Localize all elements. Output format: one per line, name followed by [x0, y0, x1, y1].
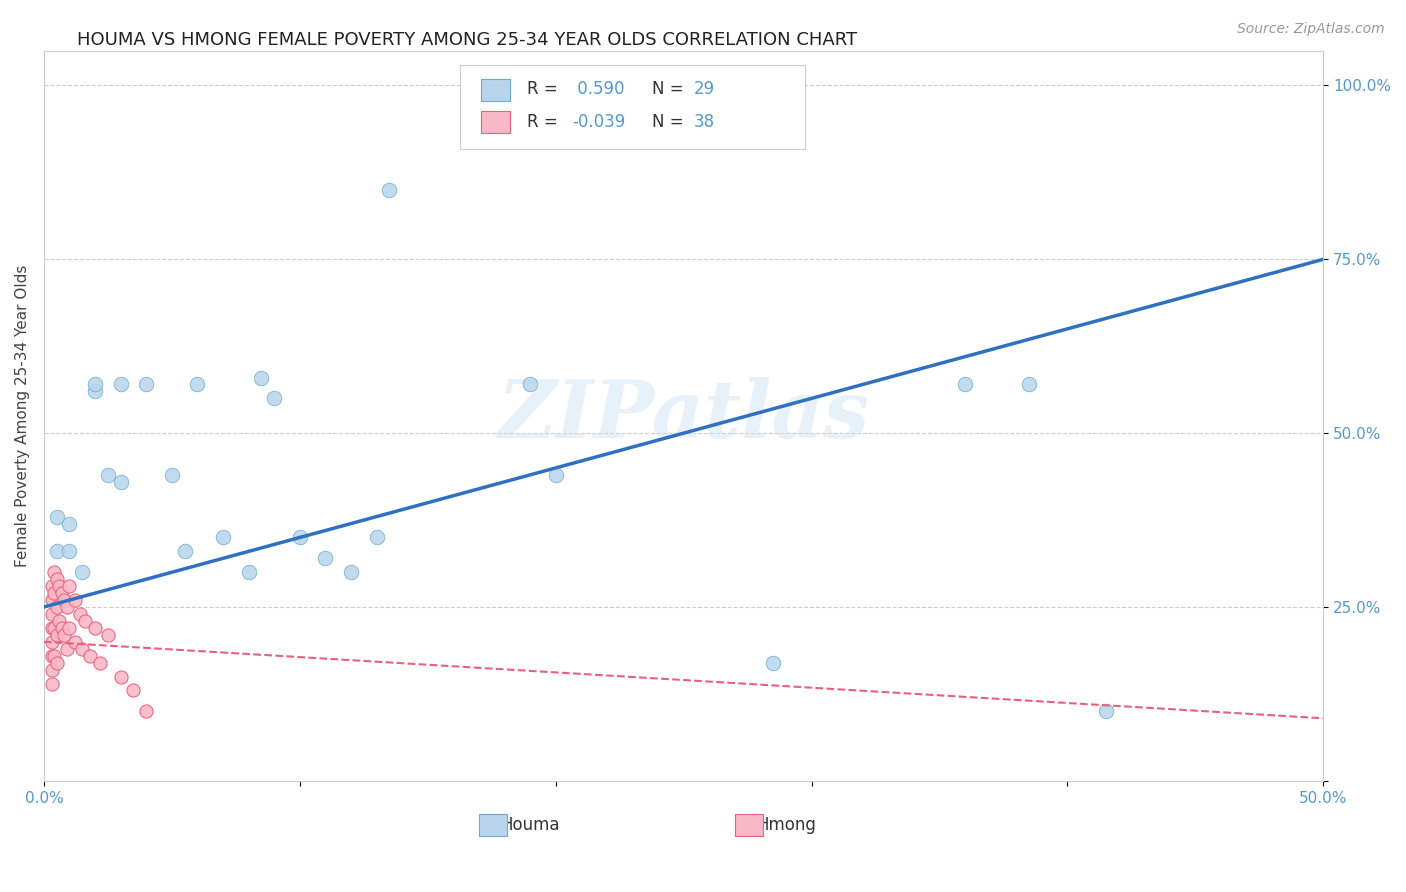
Point	[51, 586, 73, 600]
Point	[212, 531, 235, 545]
Text: Source: ZipAtlas.com: Source: ZipAtlas.com	[1237, 22, 1385, 37]
Point	[110, 377, 132, 392]
Point	[58, 621, 80, 635]
Point	[41, 607, 63, 621]
Point	[72, 641, 94, 656]
Point	[56, 600, 79, 615]
Point	[97, 467, 120, 482]
Point	[58, 579, 80, 593]
Point	[45, 572, 67, 586]
Point	[79, 648, 101, 663]
Point	[160, 467, 183, 482]
Point	[288, 531, 311, 545]
Point	[41, 635, 63, 649]
FancyBboxPatch shape	[481, 79, 509, 101]
Point	[366, 531, 388, 545]
Point	[45, 628, 67, 642]
Point	[135, 377, 157, 392]
Text: 0.590: 0.590	[572, 80, 624, 98]
Point	[45, 509, 67, 524]
Point	[45, 600, 67, 615]
Point	[41, 676, 63, 690]
Point	[41, 621, 63, 635]
Point	[73, 614, 96, 628]
Point	[58, 516, 80, 531]
Point	[110, 669, 132, 683]
Point	[63, 593, 86, 607]
Point	[238, 566, 260, 580]
Point	[48, 579, 70, 593]
Point	[42, 648, 65, 663]
Point	[314, 551, 336, 566]
Point	[53, 593, 76, 607]
Text: HOUMA VS HMONG FEMALE POVERTY AMONG 25-34 YEAR OLDS CORRELATION CHART: HOUMA VS HMONG FEMALE POVERTY AMONG 25-3…	[77, 31, 858, 49]
Point	[762, 656, 785, 670]
Point	[51, 621, 73, 635]
Text: Hmong: Hmong	[756, 815, 815, 834]
Point	[69, 607, 91, 621]
Point	[41, 663, 63, 677]
Point	[97, 628, 120, 642]
Point	[340, 566, 363, 580]
Point	[263, 392, 285, 406]
Text: Houma: Houma	[501, 815, 560, 834]
Y-axis label: Female Poverty Among 25-34 Year Olds: Female Poverty Among 25-34 Year Olds	[15, 265, 30, 567]
FancyBboxPatch shape	[460, 65, 806, 149]
Point	[42, 586, 65, 600]
FancyBboxPatch shape	[735, 814, 763, 836]
Point	[1094, 704, 1116, 718]
Point	[41, 593, 63, 607]
Point	[173, 544, 195, 558]
Text: R =: R =	[527, 80, 564, 98]
Point	[45, 656, 67, 670]
Point	[58, 544, 80, 558]
Point	[41, 648, 63, 663]
Point	[84, 377, 107, 392]
Point	[953, 377, 976, 392]
Text: ZIPatlas: ZIPatlas	[498, 377, 870, 455]
Point	[48, 614, 70, 628]
Point	[135, 704, 157, 718]
Point	[122, 683, 145, 698]
Text: -0.039: -0.039	[572, 112, 626, 130]
Point	[1018, 377, 1040, 392]
Point	[250, 370, 273, 384]
Point	[56, 641, 79, 656]
Text: N =: N =	[651, 112, 689, 130]
Text: N =: N =	[651, 80, 689, 98]
FancyBboxPatch shape	[481, 112, 509, 133]
Point	[42, 566, 65, 580]
Point	[89, 656, 111, 670]
Point	[186, 377, 208, 392]
FancyBboxPatch shape	[479, 814, 508, 836]
Point	[84, 621, 107, 635]
Point	[84, 384, 107, 399]
Text: 29: 29	[693, 80, 714, 98]
Point	[45, 544, 67, 558]
Point	[72, 566, 94, 580]
Point	[519, 377, 541, 392]
Text: 38: 38	[693, 112, 714, 130]
Point	[41, 579, 63, 593]
Point	[53, 628, 76, 642]
Point	[63, 635, 86, 649]
Point	[42, 621, 65, 635]
Point	[378, 183, 401, 197]
Point	[544, 467, 567, 482]
Point	[110, 475, 132, 489]
Text: R =: R =	[527, 112, 564, 130]
